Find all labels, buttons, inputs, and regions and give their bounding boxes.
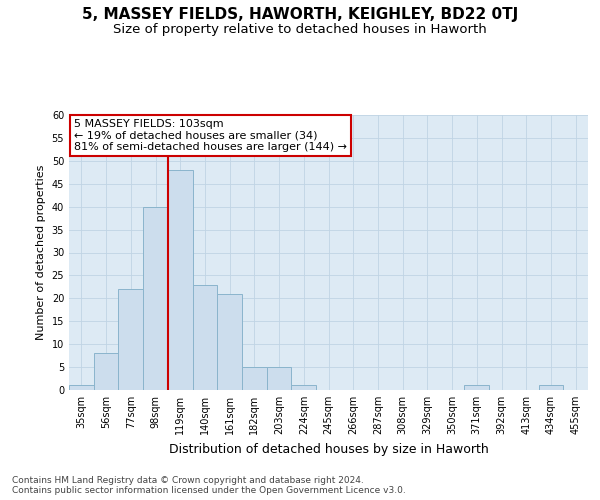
- Bar: [69, 386, 94, 390]
- Text: 5, MASSEY FIELDS, HAWORTH, KEIGHLEY, BD22 0TJ: 5, MASSEY FIELDS, HAWORTH, KEIGHLEY, BD2…: [82, 8, 518, 22]
- Bar: [143, 206, 168, 390]
- Bar: [193, 284, 217, 390]
- Text: 5 MASSEY FIELDS: 103sqm
← 19% of detached houses are smaller (34)
81% of semi-de: 5 MASSEY FIELDS: 103sqm ← 19% of detache…: [74, 119, 347, 152]
- Bar: [292, 386, 316, 390]
- Text: Contains HM Land Registry data © Crown copyright and database right 2024.
Contai: Contains HM Land Registry data © Crown c…: [12, 476, 406, 495]
- Bar: [217, 294, 242, 390]
- Text: Size of property relative to detached houses in Haworth: Size of property relative to detached ho…: [113, 22, 487, 36]
- Bar: [94, 354, 118, 390]
- Bar: [539, 386, 563, 390]
- Bar: [267, 367, 292, 390]
- Bar: [242, 367, 267, 390]
- Bar: [118, 289, 143, 390]
- X-axis label: Distribution of detached houses by size in Haworth: Distribution of detached houses by size …: [169, 442, 488, 456]
- Bar: [168, 170, 193, 390]
- Y-axis label: Number of detached properties: Number of detached properties: [36, 165, 46, 340]
- Bar: [464, 386, 489, 390]
